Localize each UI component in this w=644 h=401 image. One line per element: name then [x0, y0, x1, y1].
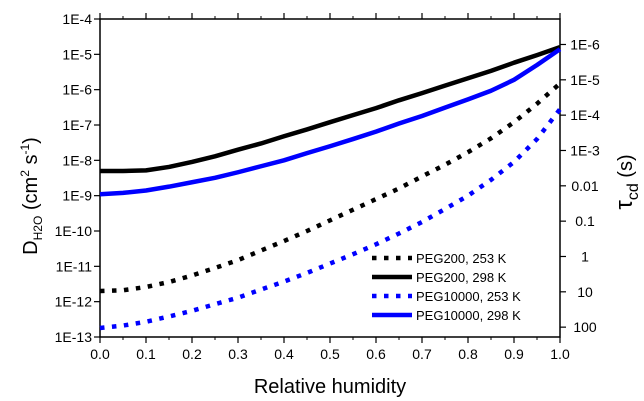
- y-axis-title-base: D: [20, 240, 42, 254]
- x-tick-label: 0.0: [90, 346, 110, 362]
- y2-axis-title-subscript: cd: [625, 183, 642, 200]
- y2-tick-label: 1E-3: [570, 142, 600, 158]
- legend-label: PEG10000, 298 K: [416, 308, 521, 323]
- y2-tick-label: 1: [581, 248, 589, 264]
- legend: PEG200, 253 K PEG200, 298 K PEG10000, 253 …: [372, 251, 521, 323]
- y-tick-label: 1E-11: [56, 258, 93, 274]
- x-axis-title: Relative humidity: [254, 376, 406, 398]
- y-axis-title-subscript: H2O: [31, 216, 45, 241]
- y-axis-title-unit-exp1: 2: [18, 170, 32, 177]
- x-tick-label: 0.8: [458, 346, 478, 362]
- y-tick-label: 1E-7: [62, 117, 92, 133]
- y-tick-label: 1E-5: [62, 46, 92, 62]
- y-tick-label: 1E-6: [62, 82, 92, 98]
- series-lines: [99, 44, 562, 331]
- x-tick-label: 0.3: [228, 346, 248, 362]
- y2-axis-title-unit: (s): [615, 154, 637, 183]
- y2-tick-label: 10: [577, 284, 593, 300]
- y-axis-title-unit-exp2: -1: [18, 144, 32, 155]
- x-tick-label: 0.2: [182, 346, 202, 362]
- y-tick-label: 1E-12: [55, 294, 93, 310]
- y2-tick-label: 0.1: [575, 213, 595, 229]
- y2-axis-title: τcd (s): [611, 154, 642, 209]
- y-tick-label: 1E-9: [62, 188, 92, 204]
- y-axis-title: DH2O (cm2 s-1): [18, 137, 45, 255]
- legend-label: PEG200, 298 K: [416, 270, 507, 285]
- series-line: [99, 81, 562, 294]
- series-line: [100, 44, 561, 174]
- y2-tick-label: 1E-6: [570, 36, 600, 52]
- y2-tick-label: 1E-4: [570, 107, 600, 123]
- y-axis-title-unit-suffix: ): [20, 137, 42, 144]
- series-line: [99, 47, 562, 197]
- x-tick-label: 0.9: [504, 346, 524, 362]
- y-tick-label: 1E-10: [55, 223, 93, 239]
- y2-tick-label: 1E-5: [570, 72, 600, 88]
- x-tick-label: 0.4: [274, 346, 294, 362]
- x-tick-label: 1.0: [550, 346, 570, 362]
- y-tick-label: 1E-8: [62, 152, 92, 168]
- y2-tick-label: 0.01: [571, 178, 598, 194]
- y-axis-title-unit-prefix: (cm: [20, 177, 42, 216]
- legend-label: PEG200, 253 K: [416, 251, 507, 266]
- legend-label: PEG10000, 253 K: [416, 289, 521, 304]
- x-tick-label: 0.6: [366, 346, 386, 362]
- axis-ticks: 0.0 0.1 0.2 0.3 0.4 0.5 0.6 0.7 0.8 0.9 1.0 1E-4 1E-…: [55, 11, 600, 362]
- y-axis-title-unit-mid: s: [20, 155, 42, 171]
- y2-tick-label: 100: [573, 319, 597, 335]
- series-line: [99, 107, 562, 331]
- y-tick-label: 1E-4: [62, 11, 92, 27]
- y2-axis-title-base: τ: [611, 200, 638, 210]
- x-tick-label: 0.5: [320, 346, 340, 362]
- x-tick-label: 0.1: [136, 346, 156, 362]
- x-tick-label: 0.7: [412, 346, 432, 362]
- y-tick-label: 1E-13: [55, 329, 93, 345]
